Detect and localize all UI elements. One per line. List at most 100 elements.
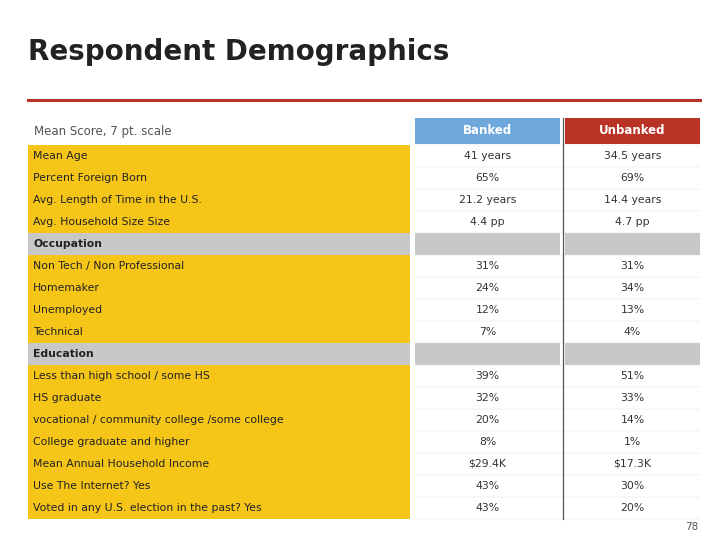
Bar [28, 365, 410, 387]
Bar [565, 189, 700, 211]
Text: HS graduate: HS graduate [33, 393, 102, 403]
Bar [565, 453, 700, 475]
Bar [28, 475, 410, 497]
Bar [28, 277, 410, 299]
Text: 51%: 51% [621, 371, 644, 381]
Bar [415, 233, 560, 255]
Bar [415, 409, 560, 431]
Bar [415, 321, 560, 343]
Text: 34%: 34% [621, 283, 644, 293]
Text: 32%: 32% [475, 393, 500, 403]
Text: Avg. Length of Time in the U.S.: Avg. Length of Time in the U.S. [33, 195, 202, 205]
Text: Voted in any U.S. election in the past? Yes: Voted in any U.S. election in the past? … [33, 503, 261, 513]
Text: Unemployed: Unemployed [33, 305, 102, 315]
Text: 8%: 8% [479, 437, 496, 447]
Text: Mean Age: Mean Age [33, 151, 88, 161]
Text: 30%: 30% [621, 481, 644, 491]
Bar [565, 118, 700, 144]
Bar [28, 167, 410, 189]
Bar [415, 145, 560, 167]
Text: $17.3K: $17.3K [613, 459, 652, 469]
Text: 31%: 31% [475, 261, 500, 271]
Bar [415, 118, 560, 144]
Text: 13%: 13% [621, 305, 644, 315]
Bar [28, 233, 410, 255]
Text: Respondent Demographics: Respondent Demographics [28, 38, 449, 66]
Bar [415, 497, 560, 519]
Text: Occupation: Occupation [33, 239, 102, 249]
Bar [565, 299, 700, 321]
Bar [28, 343, 410, 365]
Text: Less than high school / some HS: Less than high school / some HS [33, 371, 210, 381]
Bar [565, 343, 700, 365]
Text: 31%: 31% [621, 261, 644, 271]
Bar [565, 255, 700, 277]
Text: 14%: 14% [621, 415, 644, 425]
Bar [28, 431, 410, 453]
Text: College graduate and higher: College graduate and higher [33, 437, 189, 447]
Bar [565, 277, 700, 299]
Bar [415, 453, 560, 475]
Text: $29.4K: $29.4K [469, 459, 506, 469]
Bar [28, 497, 410, 519]
Text: 20%: 20% [621, 503, 644, 513]
Bar [565, 387, 700, 409]
Text: 43%: 43% [475, 481, 500, 491]
Text: 14.4 years: 14.4 years [604, 195, 661, 205]
Text: Avg. Household Size Size: Avg. Household Size Size [33, 217, 170, 227]
Bar [415, 387, 560, 409]
Bar [415, 365, 560, 387]
Text: Mean Score, 7 pt. scale: Mean Score, 7 pt. scale [34, 125, 171, 138]
Text: 24%: 24% [475, 283, 500, 293]
Text: 1%: 1% [624, 437, 641, 447]
Bar [28, 189, 410, 211]
Bar [415, 211, 560, 233]
Text: 12%: 12% [475, 305, 500, 315]
Text: 69%: 69% [621, 173, 644, 183]
Text: 78: 78 [685, 522, 698, 532]
Bar [415, 189, 560, 211]
Text: Mean Annual Household Income: Mean Annual Household Income [33, 459, 209, 469]
Text: 39%: 39% [475, 371, 500, 381]
Bar [28, 211, 410, 233]
Text: Banked: Banked [463, 125, 512, 138]
Bar [565, 321, 700, 343]
Bar [28, 321, 410, 343]
Bar [415, 431, 560, 453]
Bar [415, 167, 560, 189]
Bar [28, 409, 410, 431]
Bar [565, 365, 700, 387]
Bar [28, 299, 410, 321]
Text: Unbanked: Unbanked [599, 125, 666, 138]
Bar [415, 475, 560, 497]
Text: 4.4 pp: 4.4 pp [470, 217, 505, 227]
Bar [415, 255, 560, 277]
Text: 65%: 65% [475, 173, 500, 183]
Bar [565, 233, 700, 255]
Bar [28, 145, 410, 167]
Text: 33%: 33% [621, 393, 644, 403]
Bar [415, 277, 560, 299]
Bar [415, 299, 560, 321]
Text: Homemaker: Homemaker [33, 283, 100, 293]
Bar [28, 453, 410, 475]
Text: Technical: Technical [33, 327, 83, 337]
Bar [565, 145, 700, 167]
Text: 21.2 years: 21.2 years [459, 195, 516, 205]
Text: Use The Internet? Yes: Use The Internet? Yes [33, 481, 150, 491]
Bar [28, 255, 410, 277]
Text: 4%: 4% [624, 327, 641, 337]
Text: 41 years: 41 years [464, 151, 511, 161]
Text: Percent Foreign Born: Percent Foreign Born [33, 173, 147, 183]
Text: 7%: 7% [479, 327, 496, 337]
Text: 20%: 20% [475, 415, 500, 425]
Bar [565, 211, 700, 233]
Bar [28, 387, 410, 409]
Bar [565, 431, 700, 453]
Text: 43%: 43% [475, 503, 500, 513]
Text: vocational / community college /some college: vocational / community college /some col… [33, 415, 284, 425]
Text: 34.5 years: 34.5 years [604, 151, 661, 161]
Text: Non Tech / Non Professional: Non Tech / Non Professional [33, 261, 184, 271]
Bar [415, 343, 560, 365]
Text: Education: Education [33, 349, 94, 359]
